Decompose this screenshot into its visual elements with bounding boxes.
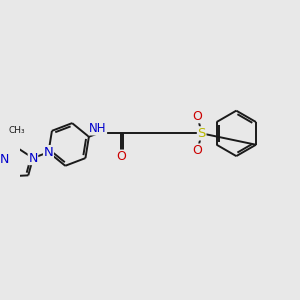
Text: O: O — [116, 150, 126, 163]
Text: NH: NH — [89, 122, 106, 135]
Text: O: O — [193, 144, 202, 157]
Text: N: N — [0, 153, 9, 166]
Text: N: N — [44, 146, 53, 159]
Text: O: O — [193, 110, 202, 123]
Text: S: S — [197, 127, 206, 140]
Text: N: N — [28, 152, 38, 165]
Text: CH₃: CH₃ — [9, 126, 26, 135]
